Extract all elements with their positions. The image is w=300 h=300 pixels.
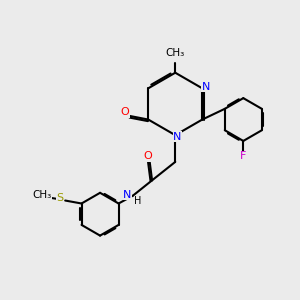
Text: N: N <box>123 190 132 200</box>
Text: F: F <box>240 152 247 161</box>
Text: CH₃: CH₃ <box>33 190 52 200</box>
Text: O: O <box>144 151 153 161</box>
Text: H: H <box>134 196 142 206</box>
Text: N: N <box>202 82 210 92</box>
Text: N: N <box>173 132 182 142</box>
Text: S: S <box>57 193 64 202</box>
Text: O: O <box>120 107 129 117</box>
Text: CH₃: CH₃ <box>166 48 185 59</box>
